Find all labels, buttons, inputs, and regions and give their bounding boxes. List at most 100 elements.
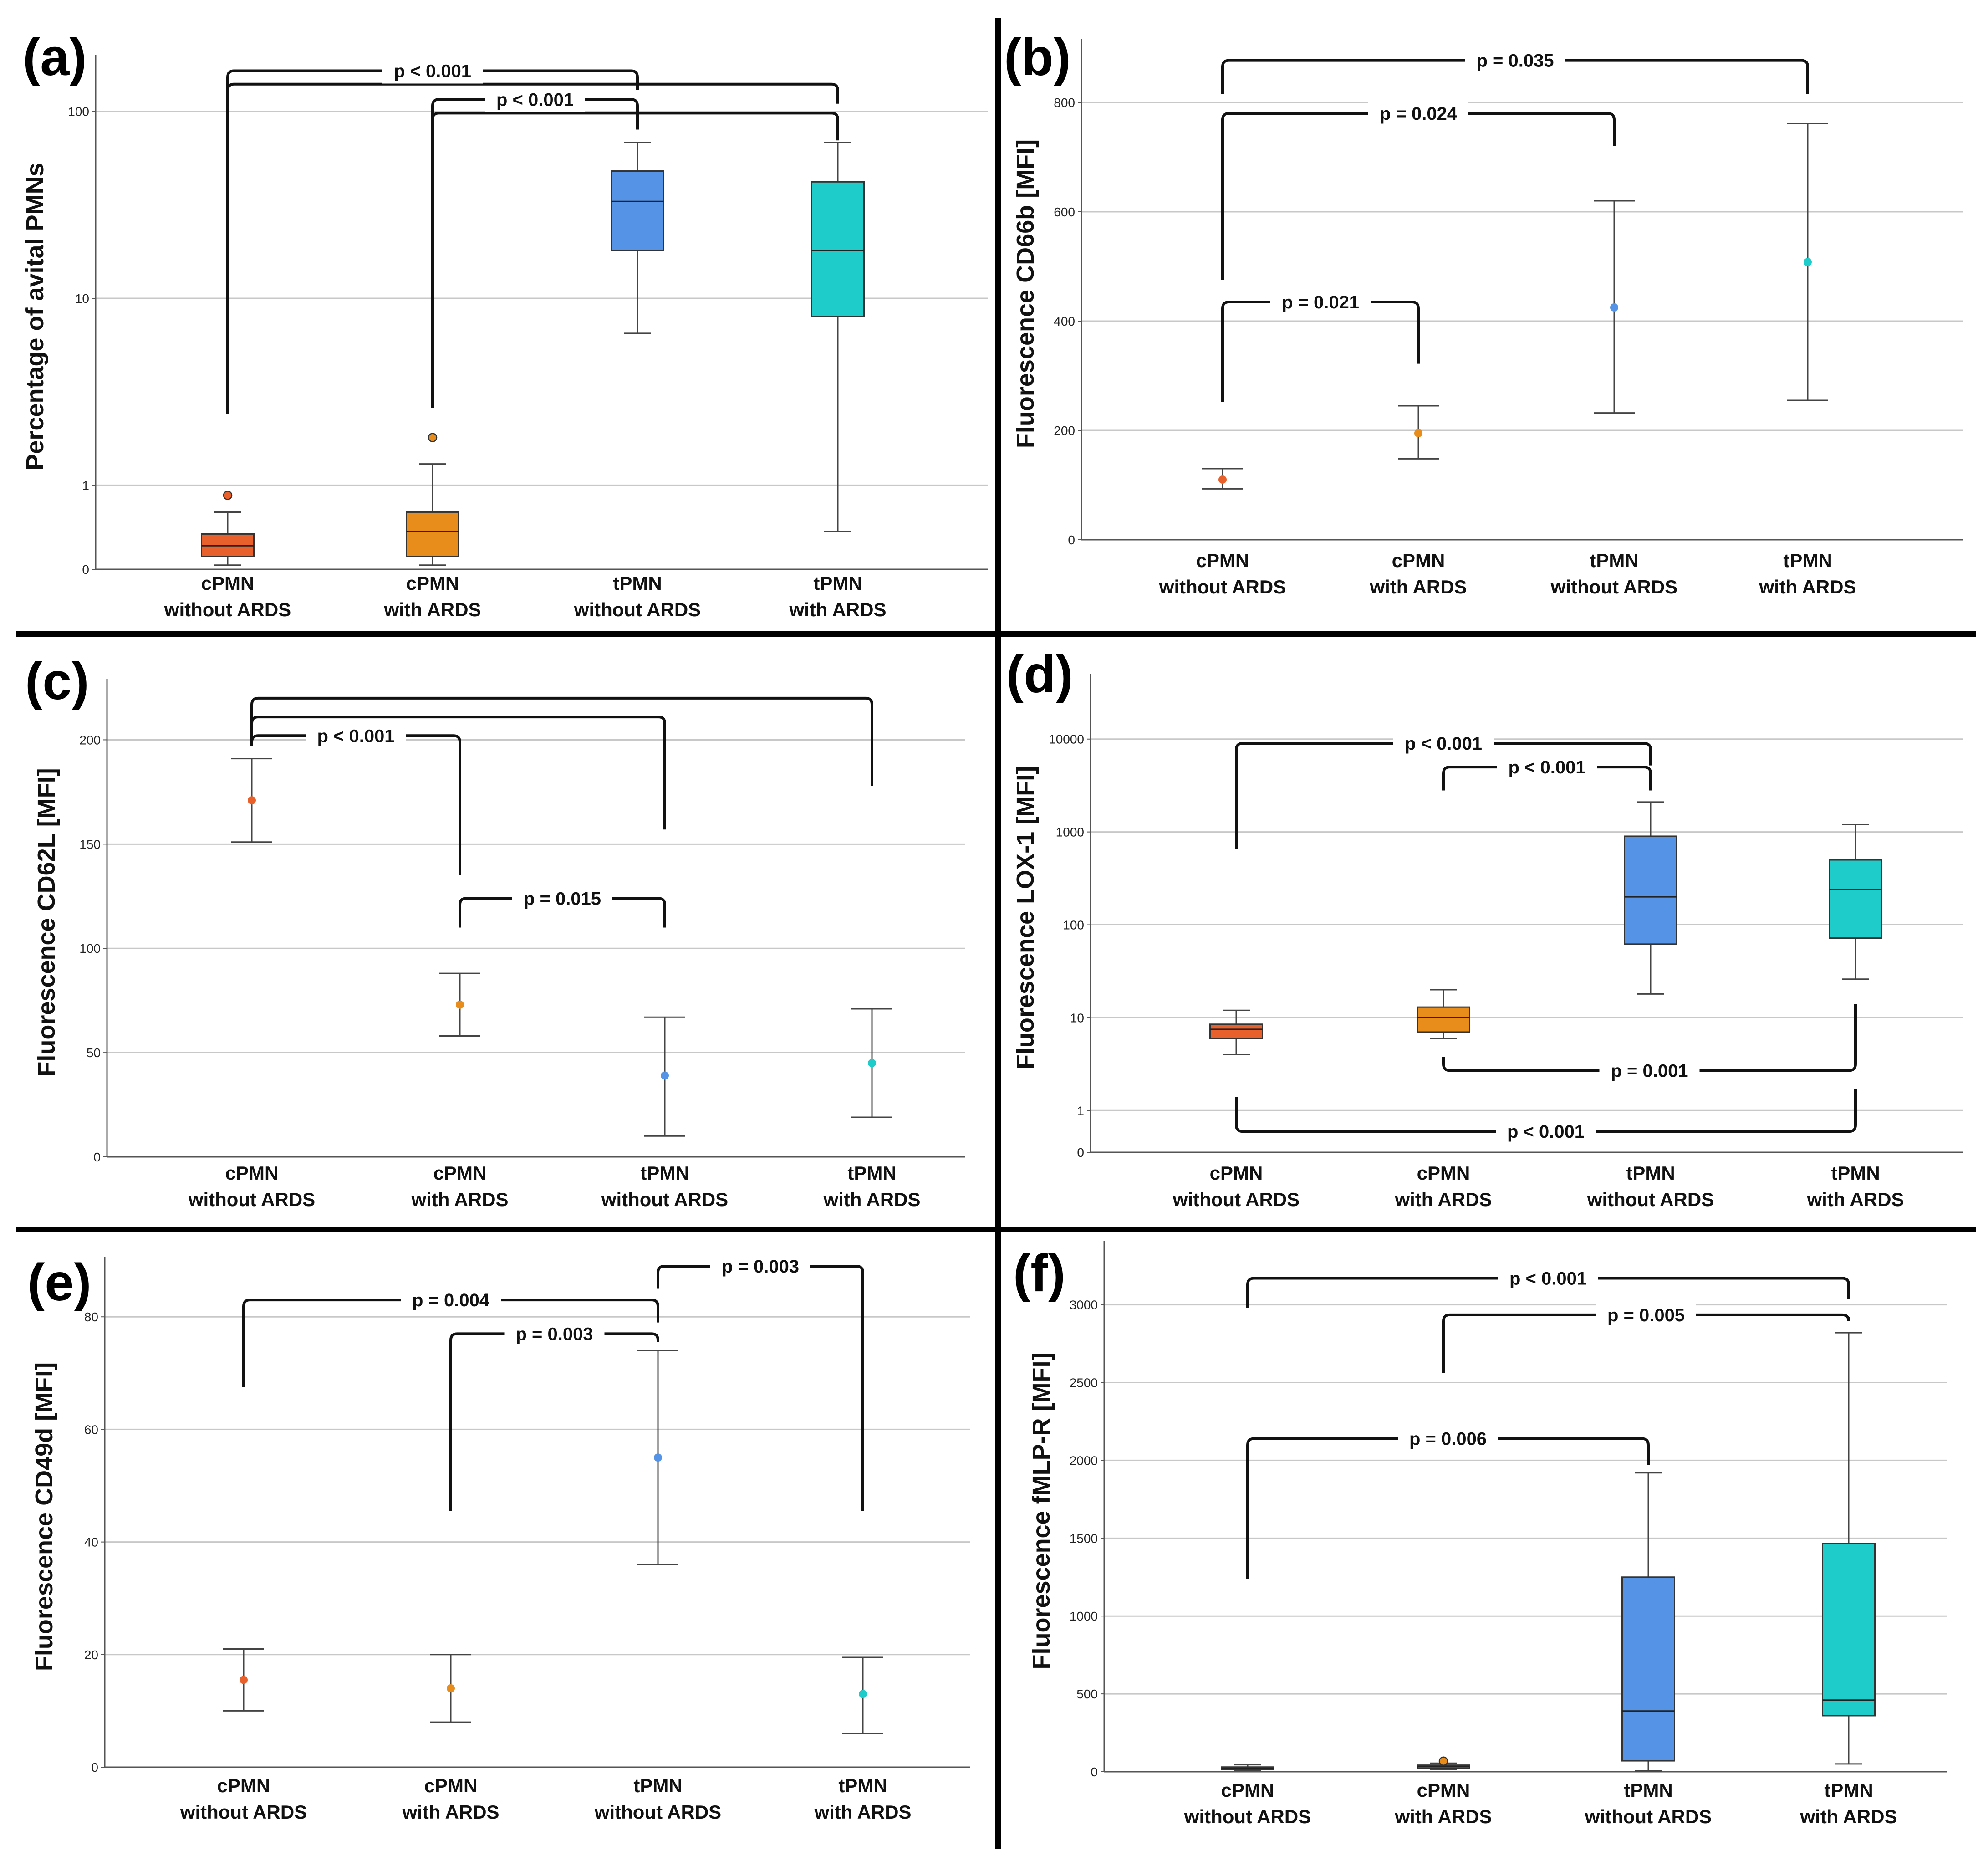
y-tick-label: 2000	[1070, 1453, 1098, 1467]
category-label-line: cPMN	[1392, 550, 1445, 571]
significance-bracket	[250, 696, 873, 786]
category-label: cPMN without ARDS	[1184, 1779, 1311, 1827]
y-tick-label: 0	[1077, 1145, 1084, 1160]
panel-letter: (f)	[1013, 1244, 1065, 1303]
category-label-line: without ARDS	[1587, 1189, 1714, 1210]
category-label-line: with ARDS	[1799, 1806, 1897, 1827]
category-label: tPMN without ARDS	[594, 1775, 721, 1823]
category-label-line: tPMN	[1783, 550, 1832, 571]
p-value-label: p = 0.001	[1611, 1061, 1688, 1081]
y-tick-label: 0	[91, 1760, 98, 1774]
category-label-line: tPMN	[1824, 1779, 1873, 1801]
y-tick-label: 0	[93, 1150, 101, 1164]
category-label: tPMN with ARDS	[789, 573, 886, 620]
p-value-label: p = 0.035	[1476, 51, 1554, 71]
box	[1209, 1023, 1263, 1039]
category-label-line: tPMN	[1624, 1779, 1672, 1801]
category-label-line: cPMN	[433, 1162, 487, 1184]
category-label-line: cPMN	[1221, 1779, 1274, 1801]
mean-point	[1414, 429, 1422, 437]
category-label: tPMN without ARDS	[574, 573, 701, 620]
p-value-label-bg	[1270, 288, 1371, 315]
panel-c: (c) 0 50 100 150 200 Fluorescence CD62L [MFI] c…	[25, 652, 965, 1210]
p-value-label-bg	[1496, 1118, 1596, 1145]
p-value-label: p = 0.015	[524, 889, 601, 909]
category-label-line: with ARDS	[1369, 576, 1467, 598]
y-tick-label: 800	[1054, 96, 1075, 110]
mean-point	[1218, 475, 1227, 484]
y-tick-label: 10	[75, 291, 89, 306]
y-axis-title: Fluorescence fMLP-R [MFI]	[1028, 1352, 1055, 1669]
category-label-line: tPMN	[1626, 1162, 1675, 1184]
category-label: cPMN without ARDS	[188, 1162, 315, 1210]
y-axis-title: Fluorescence CD66b [MFI]	[1012, 139, 1039, 448]
p-value-label: p < 0.001	[1507, 1122, 1585, 1142]
p-value-label-bg	[1599, 1057, 1700, 1084]
category-label-line: without ARDS	[574, 599, 701, 620]
p-value-label: p < 0.001	[496, 90, 574, 110]
p-value-label-bg	[1498, 1264, 1598, 1291]
category-label-line: without ARDS	[1585, 1806, 1712, 1827]
category-label-line: cPMN	[1417, 1779, 1470, 1801]
y-tick-label: 1	[1077, 1104, 1084, 1118]
category-label-line: with ARDS	[789, 599, 886, 620]
box	[1822, 1543, 1876, 1717]
panel-letter: (c)	[25, 652, 89, 711]
category-label-line: without ARDS	[594, 1801, 721, 1823]
mean-point	[248, 796, 256, 805]
category-label-line: with ARDS	[411, 1189, 508, 1210]
box	[611, 170, 664, 251]
category-label-line: tPMN	[633, 1775, 682, 1796]
panel-b: (b) 0 200 400 600 800 Fluorescence CD66b [MFI]…	[1004, 28, 1963, 598]
p-value-label-bg	[306, 722, 406, 749]
category-label-line: with ARDS	[1394, 1806, 1492, 1827]
p-value-label: p < 0.001	[1509, 1269, 1587, 1289]
y-tick-label: 100	[1063, 918, 1084, 932]
category-label-line: with ARDS	[1806, 1189, 1904, 1210]
p-value-label: p = 0.003	[515, 1324, 593, 1344]
p-value-label-bg	[1596, 1301, 1696, 1328]
category-label: tPMN without ARDS	[1550, 550, 1677, 598]
mean-point	[447, 1684, 455, 1692]
y-tick-label: 60	[84, 1422, 98, 1437]
category-label-line: without ARDS	[1550, 576, 1677, 598]
category-label: tPMN without ARDS	[601, 1162, 728, 1210]
y-tick-label: 100	[79, 941, 101, 956]
p-value-label: p = 0.004	[412, 1290, 490, 1310]
p-value-label-bg	[1368, 100, 1468, 126]
panel-e: (e) 0 20 40 60 80 Fluorescence CD49d [MFI] cPMN…	[27, 1253, 970, 1823]
category-label-line: without ARDS	[601, 1189, 728, 1210]
category-label-line: tPMN	[847, 1162, 896, 1184]
y-tick-label: 600	[1054, 205, 1075, 219]
significance-bracket	[431, 112, 839, 408]
p-value-label: p = 0.003	[722, 1257, 799, 1277]
mean-point	[1610, 303, 1618, 312]
category-label: tPMN with ARDS	[1759, 550, 1856, 598]
y-tick-label: 150	[79, 837, 101, 851]
category-label: tPMN without ARDS	[1587, 1162, 1714, 1210]
p-value-label-bg	[1398, 1425, 1498, 1452]
category-label-line: tPMN	[1590, 550, 1638, 571]
p-value-label-bg	[512, 884, 612, 911]
y-tick-label: 1500	[1070, 1531, 1098, 1545]
y-tick-label: 0	[82, 562, 89, 577]
category-label-line: cPMN	[1210, 1162, 1263, 1184]
category-label: tPMN without ARDS	[1585, 1779, 1712, 1827]
category-label-line: without ARDS	[188, 1189, 315, 1210]
y-tick-label: 40	[84, 1535, 98, 1549]
mean-point	[654, 1453, 662, 1462]
category-label: cPMN with ARDS	[1394, 1162, 1492, 1210]
box	[1624, 835, 1677, 945]
box	[1621, 1576, 1675, 1762]
category-label: cPMN with ARDS	[1394, 1779, 1492, 1827]
panel-letter: (e)	[27, 1253, 92, 1312]
y-axis-title: Fluorescence CD62L [MFI]	[33, 768, 60, 1076]
p-value-label-bg	[382, 57, 483, 84]
y-tick-label: 0	[1091, 1765, 1098, 1779]
category-label-line: without ARDS	[164, 599, 291, 620]
category-label: cPMN without ARDS	[180, 1775, 307, 1823]
category-label: cPMN without ARDS	[164, 573, 291, 620]
p-value-label-bg	[1497, 753, 1597, 780]
category-label-line: with ARDS	[1759, 576, 1856, 598]
